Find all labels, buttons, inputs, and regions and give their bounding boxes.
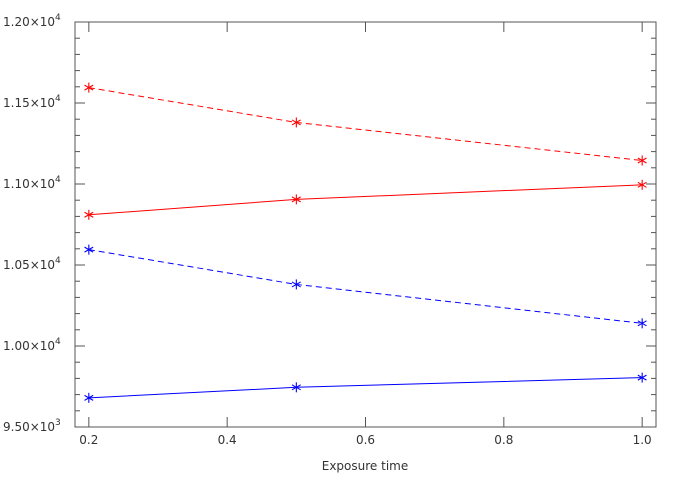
data-point-marker <box>291 194 301 205</box>
y-tick-exponent: 4 <box>55 256 61 266</box>
y-tick-exponent: 4 <box>55 175 61 185</box>
y-tick-exponent: 3 <box>55 418 61 428</box>
y-tick-exponent: 4 <box>55 337 61 347</box>
series-line <box>88 87 643 162</box>
plot-frame <box>74 21 657 428</box>
x-axis-title: Exposure time <box>322 459 408 473</box>
series-line <box>88 249 643 324</box>
y-tick-label: 1.05×104 <box>3 256 61 272</box>
marker-stroke <box>84 246 94 253</box>
marker-stroke <box>291 119 301 126</box>
y-tick-mantissa: 1.10×10 <box>3 177 55 191</box>
y-tick-label: 9.50×103 <box>3 418 61 434</box>
marker-stroke <box>84 394 94 401</box>
x-tick-label: 1.0 <box>633 433 652 447</box>
y-tick-mantissa: 1.20×10 <box>3 15 55 29</box>
data-point-marker <box>84 209 94 220</box>
axis-ticks <box>75 21 656 428</box>
y-tick-label: 1.15×104 <box>3 94 61 110</box>
series-line <box>88 377 643 399</box>
marker-stroke <box>637 157 647 164</box>
marker-stroke <box>84 84 94 91</box>
y-tick-mantissa: 1.00×10 <box>3 339 55 353</box>
x-tick-label: 0.6 <box>356 433 375 447</box>
y-tick-exponent: 4 <box>55 13 61 23</box>
data-point-marker <box>291 382 301 393</box>
y-tick-mantissa: 9.50×10 <box>3 420 55 434</box>
y-tick-label: 1.20×104 <box>3 13 61 29</box>
data-point-marker <box>84 392 94 403</box>
marker-stroke <box>637 181 647 188</box>
tick-labels: 0.2 0.4 0.6 0.8 1.09.50×1031.00×1041.05×1041… <box>3 13 652 447</box>
series-line <box>88 184 643 216</box>
y-tick-mantissa: 1.15×10 <box>3 96 55 110</box>
marker-stroke <box>637 320 647 327</box>
marker-stroke <box>291 384 301 391</box>
data-point-marker <box>637 179 647 190</box>
data-point-marker <box>637 372 647 383</box>
marker-stroke <box>291 281 301 288</box>
y-tick-label: 1.10×104 <box>3 175 61 191</box>
data-point-marker <box>291 279 301 290</box>
y-tick-mantissa: 1.05×10 <box>3 258 55 272</box>
x-tick-label: 0.4 <box>218 433 237 447</box>
data-point-marker <box>637 155 647 166</box>
y-tick-exponent: 4 <box>55 94 61 104</box>
marker-stroke <box>637 374 647 381</box>
series-layer <box>84 82 647 403</box>
data-point-marker <box>291 117 301 128</box>
y-tick-label: 1.00×104 <box>3 337 61 353</box>
x-tick-label: 0.8 <box>494 433 513 447</box>
marker-stroke <box>84 211 94 218</box>
x-tick-label: 0.2 <box>79 433 98 447</box>
data-point-marker <box>84 244 94 255</box>
data-point-marker <box>84 82 94 93</box>
marker-stroke <box>291 196 301 203</box>
data-point-marker <box>637 318 647 329</box>
